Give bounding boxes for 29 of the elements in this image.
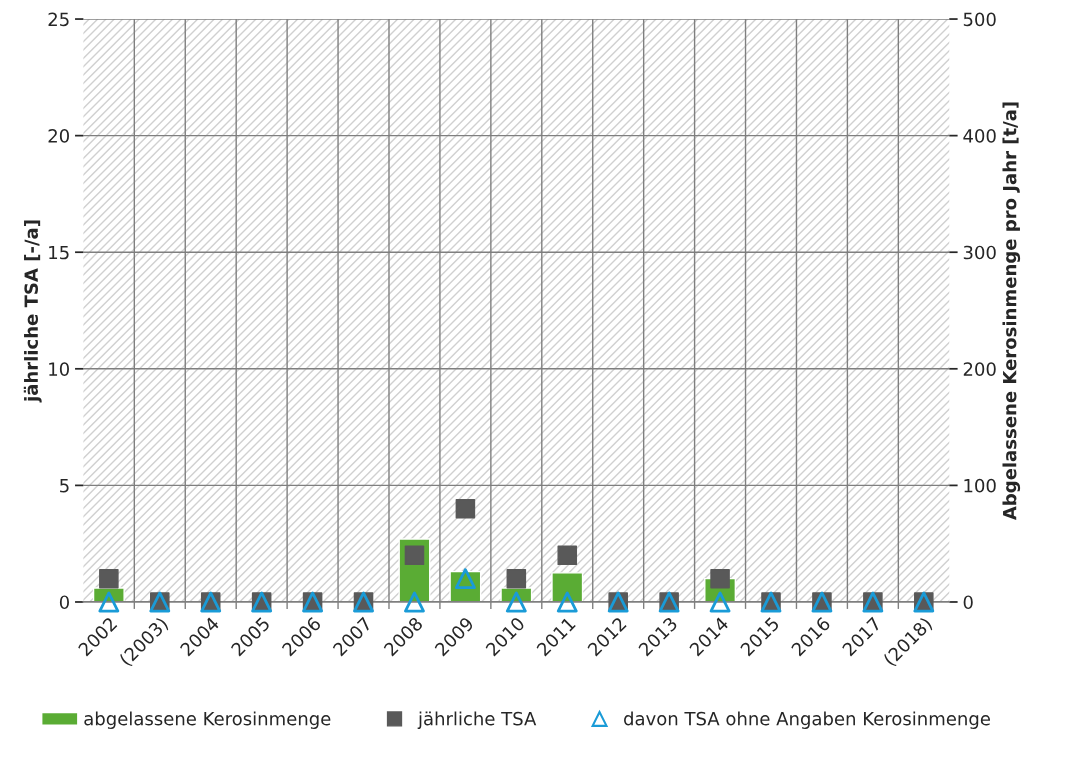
point	[710, 568, 730, 589]
bar	[551, 572, 584, 602]
point	[455, 498, 476, 519]
y-tick-label: 5	[60, 479, 69, 493]
y2-tick-label: 100	[964, 478, 996, 493]
point	[557, 545, 578, 566]
y-tick-label: 25	[48, 12, 69, 27]
y2-tick-label: 500	[963, 12, 996, 27]
y-tick-label: 15	[49, 245, 69, 260]
point	[98, 591, 120, 613]
legend-label: jährliche TSA	[417, 711, 537, 729]
y-tick-label: 20	[48, 129, 69, 143]
y2-tick-label: 300	[963, 245, 996, 260]
y-axis-title: jährliche TSA [-/a]	[23, 220, 42, 403]
legend-label: abgelassene Kerosinmenge	[84, 711, 331, 729]
point	[404, 591, 425, 613]
point	[99, 568, 119, 589]
point	[709, 591, 731, 613]
y-tick-label: 0	[59, 595, 69, 610]
legend-label: davon TSA ohne Angaben Kerosinmenge	[624, 711, 990, 729]
y2-tick-label: 400	[963, 129, 996, 143]
point	[506, 568, 527, 589]
point	[505, 591, 527, 613]
y-tick-label: 10	[49, 362, 69, 376]
y2-tick-label: 0	[963, 595, 973, 610]
point	[556, 591, 578, 613]
y2-axis-title: Abgelassene Kerosinmenge pro Jahr [t/a]	[1002, 102, 1021, 521]
y2-tick-label: 200	[963, 362, 996, 376]
point	[404, 545, 425, 566]
